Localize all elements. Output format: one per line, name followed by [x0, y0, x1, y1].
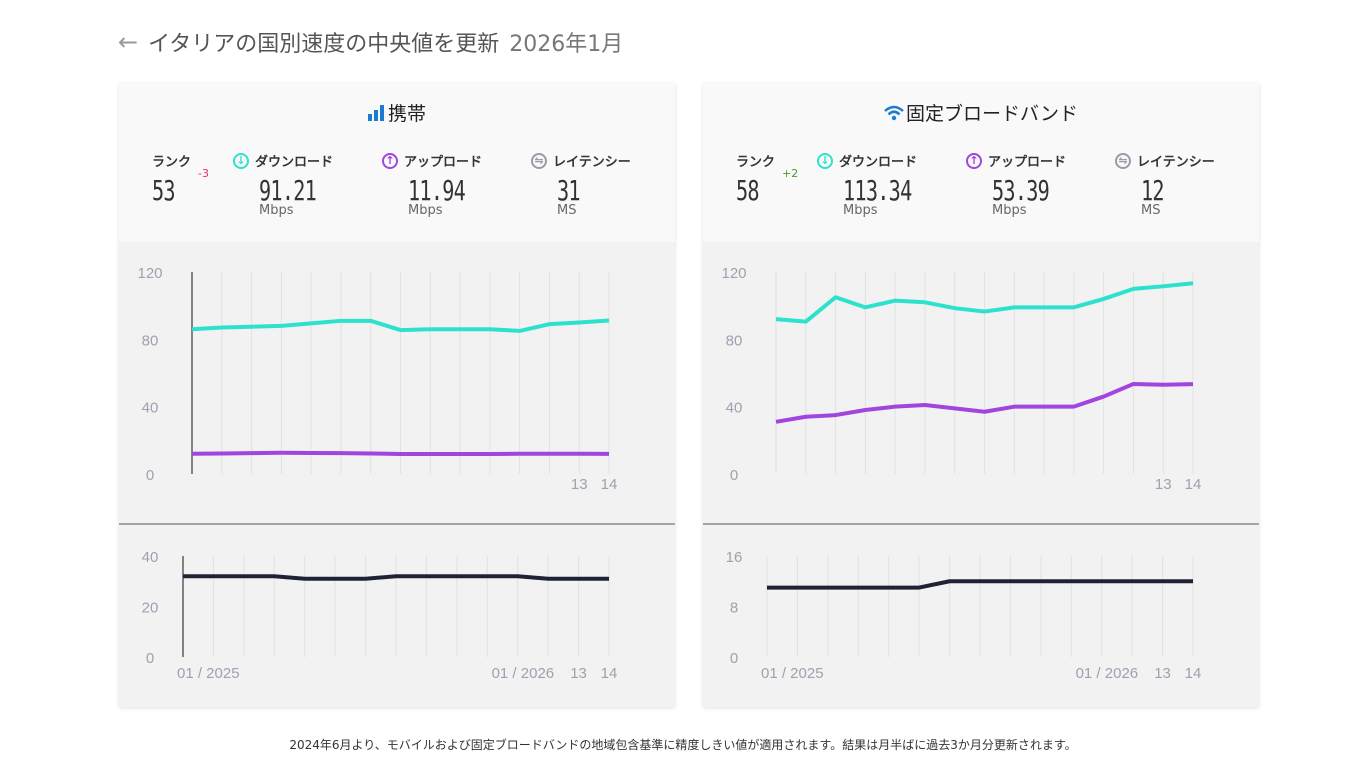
y-tick-label: 8: [730, 600, 738, 617]
x-tick-label: 01 / 2025: [761, 665, 824, 682]
card-header: 固定ブロードバンド ランク 58 +2 ↓ ダウンロード 113.34 Mbps …: [703, 83, 1259, 242]
y-tick-label: 120: [137, 265, 162, 282]
page-title: イタリアの国別速度の中央値を更新: [148, 32, 500, 57]
arrow-down-circle-icon: ↓: [233, 152, 249, 169]
x-tick-label: 13: [1154, 665, 1171, 682]
card-mobile: 携帯 ランク 53 -3 ↓ ダウンロード 91.21 Mbps ↑ アップロード …: [119, 83, 675, 707]
latency-label: レイテンシー: [1137, 155, 1215, 170]
x-tick-label: 14: [1185, 665, 1202, 682]
page-date: 2026年1月: [509, 32, 624, 57]
rank-label: ランク: [736, 155, 776, 170]
download-unit: Mbps: [843, 203, 878, 218]
rank-value: 58: [736, 174, 760, 207]
x-tick-label: 01 / 2025: [177, 665, 240, 682]
latency-circle-icon: ⇋: [531, 152, 547, 169]
latency-value: 31: [557, 174, 581, 207]
rank-delta: +2: [782, 167, 799, 180]
latency-value: 12: [1141, 174, 1165, 207]
x-tick-label: 01 / 2026: [492, 665, 555, 682]
latency-label: レイテンシー: [553, 155, 631, 170]
upload-unit: Mbps: [408, 203, 443, 218]
download-label: ダウンロード: [839, 155, 918, 170]
rank-delta: -3: [198, 167, 209, 180]
x-tick-label: 01 / 2026: [1076, 665, 1139, 682]
card-title: 固定ブロードバンド: [703, 99, 1259, 126]
card-title-text: 固定ブロードバンド: [906, 103, 1078, 125]
y-tick-label: 120: [721, 265, 746, 282]
y-tick-label: 40: [142, 549, 159, 566]
page-title-bar: ← イタリアの国別速度の中央値を更新 2026年1月: [118, 26, 623, 58]
x-tick-label: 14: [601, 476, 618, 493]
x-tick-label: 13: [570, 665, 587, 682]
x-tick-label: 14: [1185, 476, 1202, 493]
arrow-left-icon[interactable]: ←: [118, 28, 139, 56]
x-tick-label: 14: [601, 665, 618, 682]
x-tick-label: 13: [571, 476, 588, 493]
latency-unit: MS: [557, 203, 577, 218]
metric-upload: ↑ アップロード 11.94 Mbps: [382, 151, 487, 218]
x-tick-label: 13: [1155, 476, 1172, 493]
y-tick-label: 0: [146, 650, 154, 667]
footer-note: 2024年6月より、モバイルおよび固定ブロードバンドの地域包含基準に精度しきい値…: [289, 738, 1077, 752]
download-label: ダウンロード: [255, 155, 334, 170]
metric-rank: ランク 53 -3: [152, 151, 209, 207]
rank-label: ランク: [152, 155, 192, 170]
arrow-up-circle-icon: ↑: [966, 152, 982, 169]
upload-value: 11.94: [408, 174, 466, 207]
y-tick-label: 80: [726, 332, 743, 349]
metric-download: ↓ ダウンロード 91.21 Mbps: [233, 151, 338, 218]
card-header: 携帯 ランク 53 -3 ↓ ダウンロード 91.21 Mbps ↑ アップロード …: [119, 83, 675, 242]
y-tick-label: 80: [142, 332, 159, 349]
metric-download: ↓ ダウンロード 113.34 Mbps: [817, 151, 938, 218]
latency-circle-icon: ⇋: [1115, 152, 1131, 169]
charts: 0 40 80 120 13 14 0 20 40 01 / 2025 01 / 2026 13 14: [119, 265, 675, 682]
y-tick-label: 0: [730, 650, 738, 667]
upload-label: アップロード: [988, 155, 1067, 170]
rank-value: 53: [152, 174, 176, 207]
card-title: 携帯: [119, 99, 675, 126]
y-tick-label: 20: [142, 600, 159, 617]
y-tick-label: 0: [730, 467, 738, 484]
wifi-icon: [884, 103, 904, 125]
metric-rank: ランク 58 +2: [736, 151, 798, 207]
upload-label: アップロード: [404, 155, 483, 170]
metric-latency: ⇋ レイテンシー 12 MS: [1115, 151, 1215, 218]
download-unit: Mbps: [259, 203, 294, 218]
upload-series-line: [191, 450, 610, 456]
metric-upload: ↑ アップロード 53.39 Mbps: [966, 151, 1071, 218]
signal-bars-icon: [367, 103, 386, 125]
metric-latency: ⇋ レイテンシー 31 MS: [531, 151, 631, 218]
y-tick-label: 40: [142, 400, 159, 417]
download-value: 91.21: [259, 174, 317, 207]
y-tick-label: 40: [726, 400, 743, 417]
download-value: 113.34: [843, 174, 912, 207]
upload-value: 53.39: [992, 174, 1050, 207]
card-title-text: 携帯: [387, 103, 426, 125]
arrow-down-circle-icon: ↓: [817, 152, 833, 169]
charts: 0 40 80 120 13 14 0 8 16 01 / 2025 01 / 2026 13 14: [703, 265, 1259, 682]
arrow-up-circle-icon: ↑: [382, 152, 398, 169]
y-tick-label: 16: [726, 549, 743, 566]
upload-unit: Mbps: [992, 203, 1027, 218]
card-fixed-broadband: 固定ブロードバンド ランク 58 +2 ↓ ダウンロード 113.34 Mbps …: [703, 83, 1259, 707]
y-tick-label: 0: [146, 467, 154, 484]
latency-unit: MS: [1141, 203, 1161, 218]
